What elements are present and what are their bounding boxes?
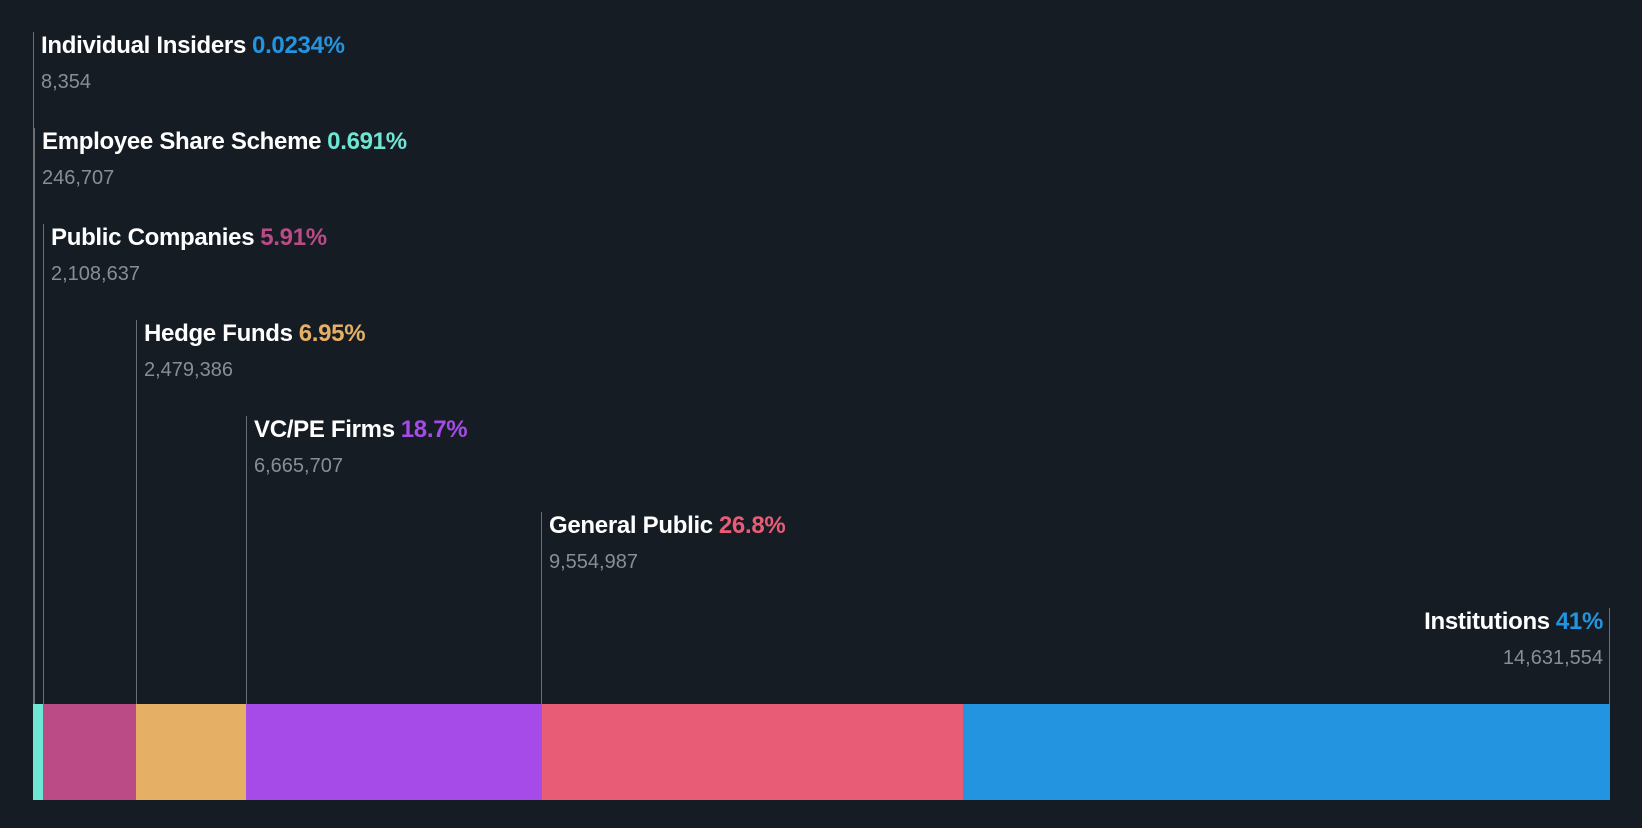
label-vc-pe-firms: VC/PE Firms 18.7% 6,665,707: [246, 416, 468, 704]
share-count: 14,631,554: [1502, 647, 1603, 669]
segment-hedge-funds[interactable]: [136, 704, 246, 800]
percentage: 6.95%: [298, 320, 366, 347]
label-individual-insiders: Individual Insiders 0.0234% 8,354: [33, 32, 345, 704]
segment-vc-pe-firms[interactable]: [246, 704, 542, 800]
share-count: 246,707: [42, 167, 115, 189]
label-employee-share-scheme: Employee Share Scheme 0.691% 246,707: [34, 128, 407, 704]
percentage: 0.0234%: [252, 32, 345, 59]
share-count: 8,354: [41, 71, 92, 93]
share-count: 2,108,637: [51, 263, 140, 285]
percentage: 0.691%: [327, 128, 407, 155]
share-count: 2,479,386: [144, 359, 233, 381]
category-name: Public Companies: [51, 224, 255, 251]
segment-public-companies[interactable]: [43, 704, 136, 800]
label-institutions: Institutions 41% 14,631,554: [1424, 608, 1610, 704]
share-count: 6,665,707: [254, 455, 343, 477]
label-public-companies: Public Companies 5.91% 2,108,637: [43, 224, 327, 704]
category-name: Individual Insiders: [41, 32, 247, 59]
percentage: 41%: [1555, 608, 1603, 635]
label-hedge-funds: Hedge Funds 6.95% 2,479,386: [136, 320, 366, 704]
category-name: Institutions: [1424, 608, 1550, 635]
share-count: 9,554,987: [549, 551, 638, 573]
segment-general-public[interactable]: [542, 704, 963, 800]
category-name: General Public: [549, 512, 713, 539]
segment-employee-share-scheme[interactable]: [33, 704, 43, 800]
percentage: 26.8%: [718, 512, 786, 539]
category-name: VC/PE Firms: [254, 416, 395, 443]
percentage: 5.91%: [260, 224, 327, 251]
percentage: 18.7%: [400, 416, 468, 443]
category-name: Employee Share Scheme: [42, 128, 322, 155]
segment-institutions[interactable]: [963, 704, 1610, 800]
label-general-public: General Public 26.8% 9,554,987: [541, 512, 786, 704]
category-name: Hedge Funds: [144, 320, 293, 347]
